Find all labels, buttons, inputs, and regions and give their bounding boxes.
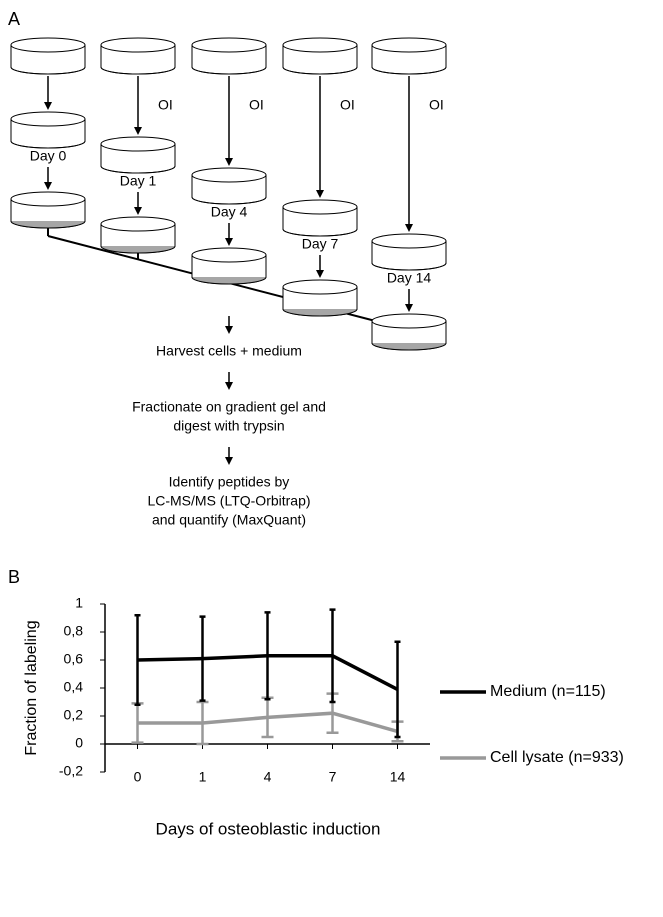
step-text: LC-MS/MS (LTQ-Orbitrap)	[147, 493, 310, 509]
y-tick-label: 0,2	[64, 707, 84, 723]
arrow-head	[225, 326, 233, 334]
day-label: Day 0	[30, 148, 67, 164]
figure: A B Day 0 OI Day 1 OI Day 4 OI Day 7 OI Day 14 Ha…	[0, 0, 663, 912]
dish-top	[372, 234, 446, 248]
legend-label: Medium (n=115)	[490, 683, 606, 700]
dish-top	[283, 280, 357, 294]
step-text: and quantify (MaxQuant)	[152, 512, 306, 528]
y-tick-label: 0,4	[64, 679, 84, 695]
dish-top	[283, 38, 357, 52]
oi-label: OI	[249, 97, 264, 113]
x-tick-label: 14	[390, 769, 406, 785]
dish-top	[283, 200, 357, 214]
y-tick-label: 0	[75, 735, 83, 751]
arrow-head	[316, 190, 324, 198]
x-tick-label: 1	[199, 769, 207, 785]
arrow-head	[225, 382, 233, 390]
step-text: Identify peptides by	[169, 474, 290, 490]
arrow-head	[405, 224, 413, 232]
oi-label: OI	[158, 97, 173, 113]
y-tick-label: 0,6	[64, 651, 84, 667]
dish-top	[192, 38, 266, 52]
x-tick-label: 0	[134, 769, 142, 785]
dish-top	[101, 137, 175, 151]
dish-rim	[11, 221, 85, 228]
dish-top	[372, 38, 446, 52]
oi-label: OI	[340, 97, 355, 113]
arrow-head	[225, 457, 233, 465]
dish-top	[101, 38, 175, 52]
dish-top	[11, 112, 85, 126]
dish-top	[192, 168, 266, 182]
step-text: Harvest cells + medium	[156, 343, 302, 359]
dish-rim	[192, 277, 266, 284]
legend-label: Cell lysate (n=933)	[490, 749, 624, 766]
dish-top	[372, 314, 446, 328]
panel-label: A	[8, 9, 20, 29]
y-tick-label: -0,2	[59, 763, 83, 779]
x-tick-label: 4	[264, 769, 272, 785]
dish-rim	[283, 309, 357, 316]
oi-label: OI	[429, 97, 444, 113]
y-tick-label: 0,8	[64, 623, 84, 639]
panel-label: B	[8, 567, 20, 587]
arrow-head	[134, 127, 142, 135]
dish-top	[11, 192, 85, 206]
y-axis-label: Fraction of labeling	[23, 620, 40, 755]
arrow-head	[44, 102, 52, 110]
page: {"panel_a": {"label": "A", "oi_labels": …	[0, 0, 663, 912]
day-label: Day 1	[120, 173, 157, 189]
step-text: digest with trypsin	[173, 418, 284, 434]
dish-top	[101, 217, 175, 231]
y-tick-label: 1	[75, 595, 83, 611]
arrow-head	[225, 158, 233, 166]
day-label: Day 4	[211, 204, 248, 220]
arrow-head	[405, 304, 413, 312]
arrow-head	[316, 270, 324, 278]
arrow-head	[134, 207, 142, 215]
x-axis-label: Days of osteoblastic induction	[156, 819, 381, 838]
step-text: Fractionate on gradient gel and	[132, 399, 326, 415]
dish-top	[11, 38, 85, 52]
x-tick-label: 7	[329, 769, 337, 785]
arrow-head	[225, 238, 233, 246]
dish-rim	[372, 343, 446, 350]
day-label: Day 7	[302, 236, 339, 252]
day-label: Day 14	[387, 270, 432, 286]
dish-top	[192, 248, 266, 262]
arrow-head	[44, 182, 52, 190]
